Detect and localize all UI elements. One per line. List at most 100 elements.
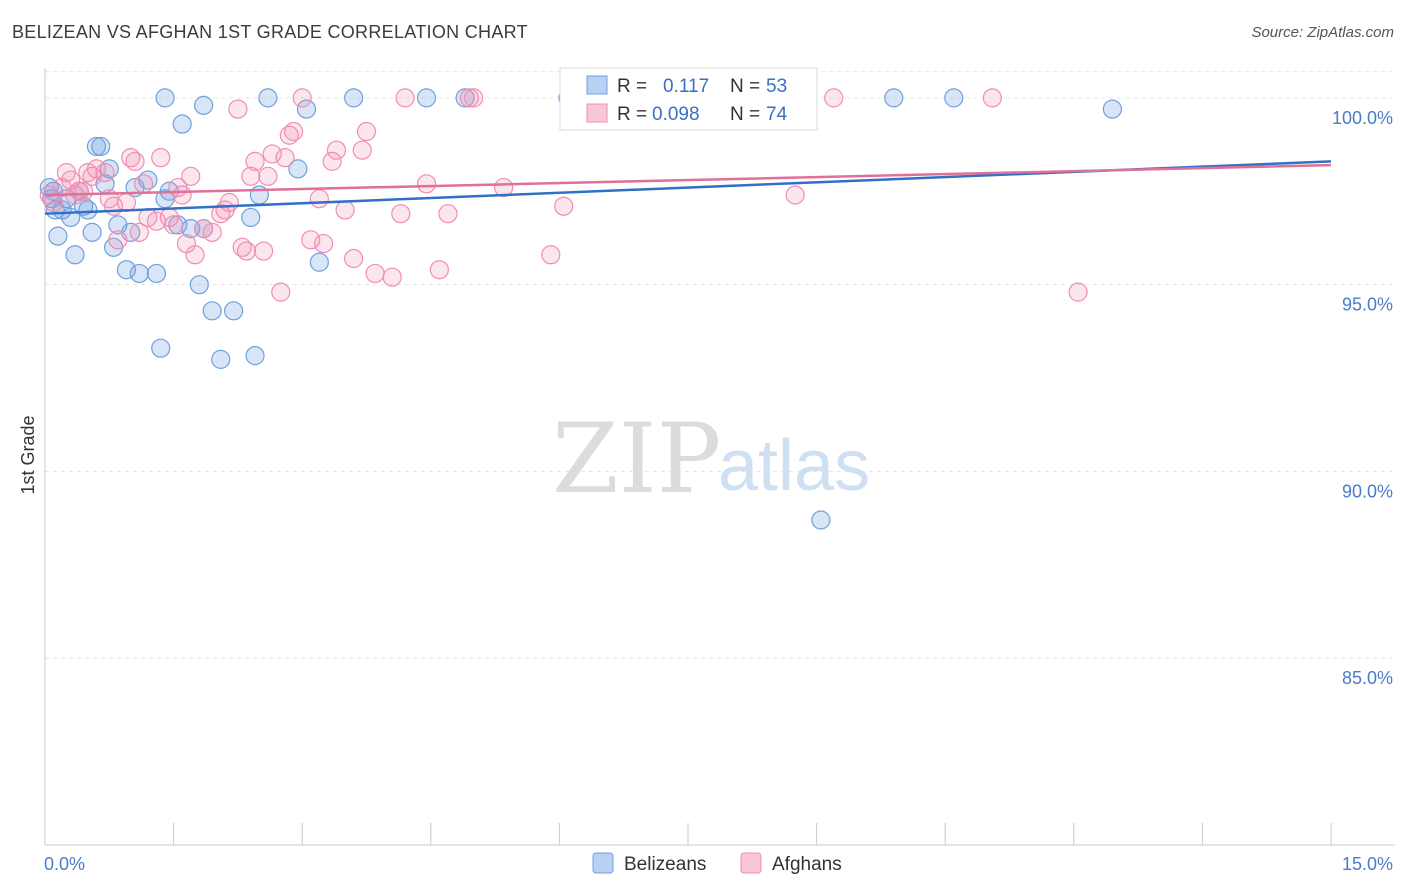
belizean-point-4	[48, 226, 68, 246]
watermark: ZIP atlas	[552, 403, 870, 515]
belizean-point-45	[884, 88, 904, 108]
stats-r-label-1: R =	[617, 76, 647, 97]
afghan-point-50	[326, 140, 347, 160]
x-tick-label-1: 15.0%	[1342, 854, 1393, 874]
afghan-point-10	[95, 162, 115, 183]
afghan-point-52	[344, 248, 364, 269]
afghan-point-70	[1068, 282, 1088, 302]
belizean-point-40	[344, 88, 364, 108]
belizean-point-29	[189, 275, 209, 295]
y-tick-label-1: 95.0%	[1342, 295, 1393, 315]
chart-title: BELIZEAN VS AFGHAN 1ST GRADE CORRELATION…	[12, 22, 528, 42]
belizean-point-23	[151, 338, 171, 358]
watermark-zip: ZIP	[552, 403, 721, 515]
stats-n-value-1: 53	[766, 76, 787, 97]
afghan-point-58	[395, 88, 415, 108]
y-tick-label-0: 100.0%	[1332, 108, 1393, 128]
afghan-point-21	[151, 148, 171, 168]
y-tick-label-3: 85.0%	[1342, 668, 1393, 688]
afghan-point-46	[301, 230, 321, 250]
afghan-point-56	[382, 267, 402, 287]
afghan-point-40	[262, 144, 282, 164]
belizean-point-7	[65, 245, 85, 265]
afghan-point-37	[245, 151, 265, 171]
afghan-point-67	[785, 185, 805, 205]
stats-n-label-1: N =	[730, 76, 760, 97]
belizean-point-52	[78, 200, 98, 220]
afghan-point-13	[108, 230, 128, 250]
afghan-point-72	[69, 181, 89, 201]
x-tick-label-0: 0.0%	[44, 854, 85, 874]
belizean-point-48	[155, 88, 175, 108]
belizean-point-35	[245, 346, 265, 366]
stats-n-value-2: 74	[766, 104, 788, 125]
afghan-point-29	[202, 222, 222, 242]
afghan-point-69	[982, 88, 1002, 108]
afghan-point-68	[824, 88, 844, 108]
stats-box: R = 0.117 N = 53 R = 0.098 N = 74	[559, 67, 818, 131]
belizean-point-33	[224, 301, 244, 321]
afghan-point-60	[429, 260, 449, 280]
afghan-point-62	[459, 88, 479, 108]
watermark-atlas: atlas	[718, 426, 870, 506]
belizean-point-34	[241, 207, 261, 228]
afghan-point-51	[335, 200, 355, 220]
afghan-point-16	[125, 151, 145, 171]
afghan-point-73	[164, 215, 184, 235]
stats-swatch-afghans	[586, 103, 608, 123]
afghan-point-33	[228, 99, 248, 119]
afghan-point-44	[284, 121, 304, 142]
y-tick-labels: 100.0% 95.0% 90.0% 85.0%	[1332, 108, 1393, 688]
trend-lines	[44, 160, 1332, 215]
afghan-point-26	[181, 166, 201, 186]
afghan-point-32	[219, 192, 239, 213]
y-tick-label-2: 90.0%	[1342, 481, 1393, 501]
stats-r-label-2: R =	[617, 104, 647, 125]
afghan-point-55	[365, 263, 385, 284]
afghan-point-17	[129, 222, 149, 242]
belizean-point-20	[129, 263, 149, 284]
afghan-point-61	[438, 204, 458, 224]
afghan-point-18	[133, 174, 154, 194]
stats-r-value-1: 0.117	[663, 76, 709, 97]
afghan-point-6	[73, 181, 94, 201]
afghan-point-57	[391, 204, 411, 224]
afghan-point-48	[314, 233, 334, 254]
y-axis-title: 1st Grade	[18, 415, 38, 494]
belizean-point-46	[944, 88, 964, 108]
belizean-point-31	[202, 301, 222, 321]
belizean-point-22	[146, 263, 167, 284]
belizean-point-38	[296, 99, 317, 119]
afghan-point-1	[43, 192, 64, 213]
stats-r-value-2: 0.098	[652, 104, 700, 125]
belizean-point-41	[416, 88, 437, 108]
source-label: Source: ZipAtlas.com	[1251, 24, 1394, 41]
afghan-point-53	[352, 140, 372, 160]
axes	[44, 68, 1395, 846]
belizean-point-47	[1102, 99, 1122, 119]
belizean-point-17	[116, 260, 137, 280]
afghan-point-64	[541, 245, 561, 265]
belizean-point-11	[86, 136, 107, 157]
afghan-point-47	[309, 189, 329, 209]
afghan-point-36	[241, 166, 261, 186]
belizean-point-49	[194, 95, 214, 115]
belizean-point-51	[61, 207, 81, 228]
stats-n-label-2: N =	[730, 104, 760, 125]
afghan-point-59	[416, 174, 437, 194]
afghan-point-54	[356, 121, 377, 142]
afghan-point-42	[275, 148, 295, 168]
belizean-point-44	[811, 510, 831, 530]
belizean-point-27	[172, 114, 192, 134]
afghan-point-41	[271, 282, 291, 302]
afghan-point-24	[172, 185, 192, 205]
belizean-point-50	[258, 88, 278, 108]
afghan-point-38	[254, 241, 274, 261]
afghan-point-49	[322, 151, 342, 171]
belizean-point-39	[309, 252, 329, 272]
belizean-point-10	[82, 222, 102, 242]
afghan-point-14	[116, 192, 137, 213]
legend-swatch-belizeans	[592, 852, 614, 874]
afghan-trend-line	[44, 163, 1332, 197]
